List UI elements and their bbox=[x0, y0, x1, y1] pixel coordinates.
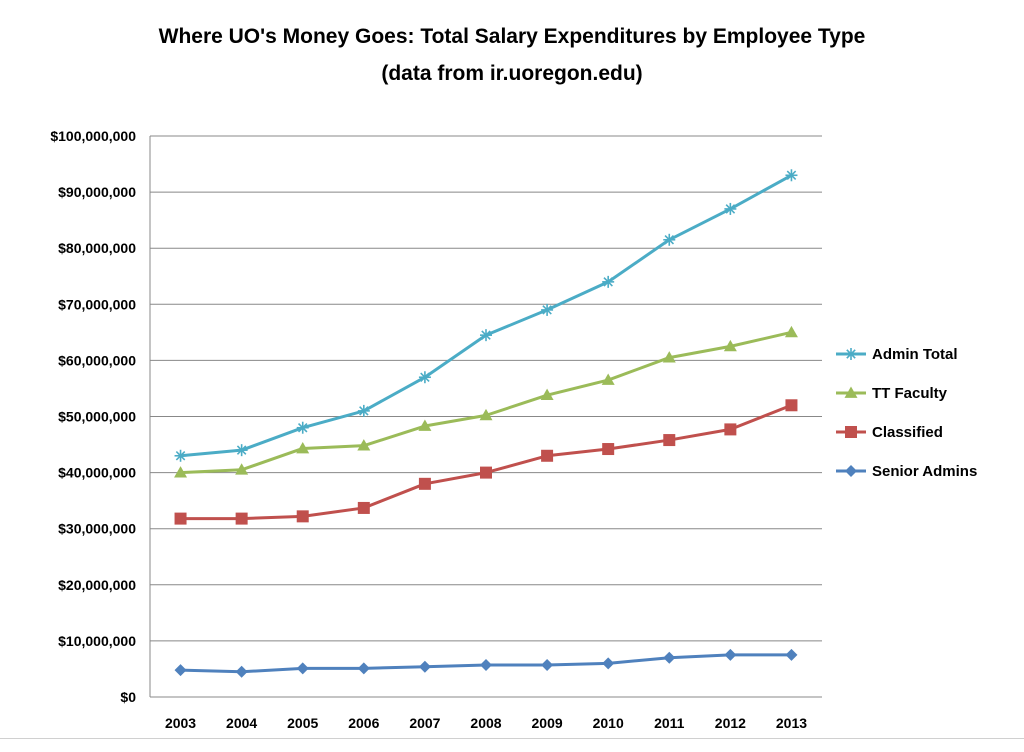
data-point bbox=[296, 662, 309, 675]
legend-label: Classified bbox=[872, 424, 943, 441]
data-point bbox=[418, 660, 431, 673]
data-point bbox=[418, 477, 431, 490]
data-point bbox=[723, 339, 737, 352]
axes bbox=[149, 136, 822, 698]
data-point bbox=[602, 657, 615, 670]
series-line-classified bbox=[179, 403, 793, 521]
series-lines bbox=[174, 169, 798, 678]
data-point bbox=[235, 463, 249, 475]
legend-marker bbox=[845, 426, 857, 438]
y-tick-label: $10,000,000 bbox=[58, 633, 136, 649]
series-tt-faculty bbox=[174, 325, 798, 478]
data-point bbox=[418, 371, 431, 384]
data-point bbox=[357, 662, 370, 675]
data-point bbox=[357, 404, 370, 417]
series-admin-total bbox=[174, 169, 798, 462]
data-point bbox=[724, 648, 737, 661]
series-line-tt-faculty bbox=[179, 330, 793, 475]
data-point bbox=[541, 449, 554, 462]
series-senior-admins bbox=[174, 648, 798, 678]
data-point bbox=[784, 325, 798, 338]
data-point bbox=[174, 512, 187, 525]
data-point bbox=[785, 169, 798, 182]
data-point bbox=[785, 399, 798, 412]
y-tick-label: $80,000,000 bbox=[58, 240, 136, 256]
data-point bbox=[541, 303, 554, 316]
y-tick-label: $20,000,000 bbox=[58, 577, 136, 593]
legend-marker bbox=[844, 386, 858, 398]
y-tick-label: $60,000,000 bbox=[58, 352, 136, 368]
x-tick-label: 2011 bbox=[654, 715, 685, 731]
data-point bbox=[785, 648, 798, 661]
legend-item-senior-admins: Senior Admins bbox=[836, 463, 977, 480]
data-point bbox=[174, 449, 187, 462]
data-point bbox=[602, 443, 615, 456]
data-point bbox=[418, 419, 432, 431]
x-tick-label: 2008 bbox=[470, 715, 501, 731]
data-point bbox=[479, 408, 493, 421]
data-point bbox=[724, 202, 737, 215]
y-tick-label: $100,000,000 bbox=[50, 128, 136, 144]
x-axis-tick-labels: 2003 2004 2005 2006 2007 2008 2009 2010 2011 2012… bbox=[165, 715, 807, 731]
gridlines bbox=[150, 135, 822, 642]
x-tick-label: 2009 bbox=[532, 715, 563, 731]
data-point bbox=[724, 423, 737, 436]
x-tick-label: 2012 bbox=[715, 715, 746, 731]
legend-label: TT Faculty bbox=[872, 385, 948, 402]
y-tick-label: $30,000,000 bbox=[58, 521, 136, 537]
data-point bbox=[662, 351, 676, 363]
data-point bbox=[235, 665, 248, 678]
data-point bbox=[480, 659, 492, 672]
x-tick-label: 2004 bbox=[226, 715, 257, 731]
chart-subtitle: (data from ir.uoregon.edu) bbox=[381, 62, 643, 85]
x-tick-label: 2013 bbox=[776, 715, 807, 731]
y-tick-label: $50,000,000 bbox=[58, 409, 136, 425]
data-point bbox=[235, 444, 248, 457]
y-tick-label: $70,000,000 bbox=[58, 296, 136, 312]
x-tick-label: 2007 bbox=[409, 715, 440, 731]
legend-label: Senior Admins bbox=[872, 463, 977, 480]
chart-title: Where UO's Money Goes: Total Salary Expe… bbox=[158, 25, 866, 48]
x-tick-label: 2010 bbox=[593, 715, 624, 731]
data-point bbox=[480, 329, 492, 342]
legend-marker bbox=[845, 465, 857, 477]
data-point bbox=[357, 501, 370, 514]
sheet-edge-divider bbox=[0, 738, 1024, 739]
data-point bbox=[296, 441, 310, 454]
data-point bbox=[663, 233, 676, 246]
data-point bbox=[541, 659, 554, 672]
data-point bbox=[296, 510, 309, 523]
legend: Admin Total TT Faculty Classified Senior Ad… bbox=[836, 346, 977, 480]
y-tick-label: $0 bbox=[120, 689, 136, 705]
legend-marker bbox=[845, 348, 857, 360]
data-point bbox=[174, 466, 188, 478]
data-point bbox=[602, 275, 615, 288]
data-point bbox=[663, 651, 676, 664]
data-point bbox=[663, 434, 676, 447]
x-tick-label: 2005 bbox=[287, 715, 318, 731]
data-point bbox=[296, 421, 309, 434]
data-point bbox=[235, 512, 248, 525]
y-tick-label: $40,000,000 bbox=[58, 465, 136, 481]
data-point bbox=[540, 388, 554, 401]
y-axis-tick-labels: $0 $10,000,000 $20,000,000 $30,000,000 $40,0… bbox=[50, 128, 136, 705]
data-point bbox=[480, 466, 492, 479]
series-classified bbox=[174, 399, 798, 525]
legend-item-classified: Classified bbox=[836, 424, 943, 441]
data-point bbox=[357, 439, 371, 451]
x-tick-label: 2006 bbox=[348, 715, 379, 731]
legend-item-tt-faculty: TT Faculty bbox=[836, 385, 948, 402]
data-point bbox=[174, 664, 187, 677]
x-tick-label: 2003 bbox=[165, 715, 196, 731]
legend-label: Admin Total bbox=[872, 346, 958, 363]
legend-item-admin-total: Admin Total bbox=[836, 346, 958, 363]
y-tick-label: $90,000,000 bbox=[58, 184, 136, 200]
data-point bbox=[601, 373, 615, 385]
